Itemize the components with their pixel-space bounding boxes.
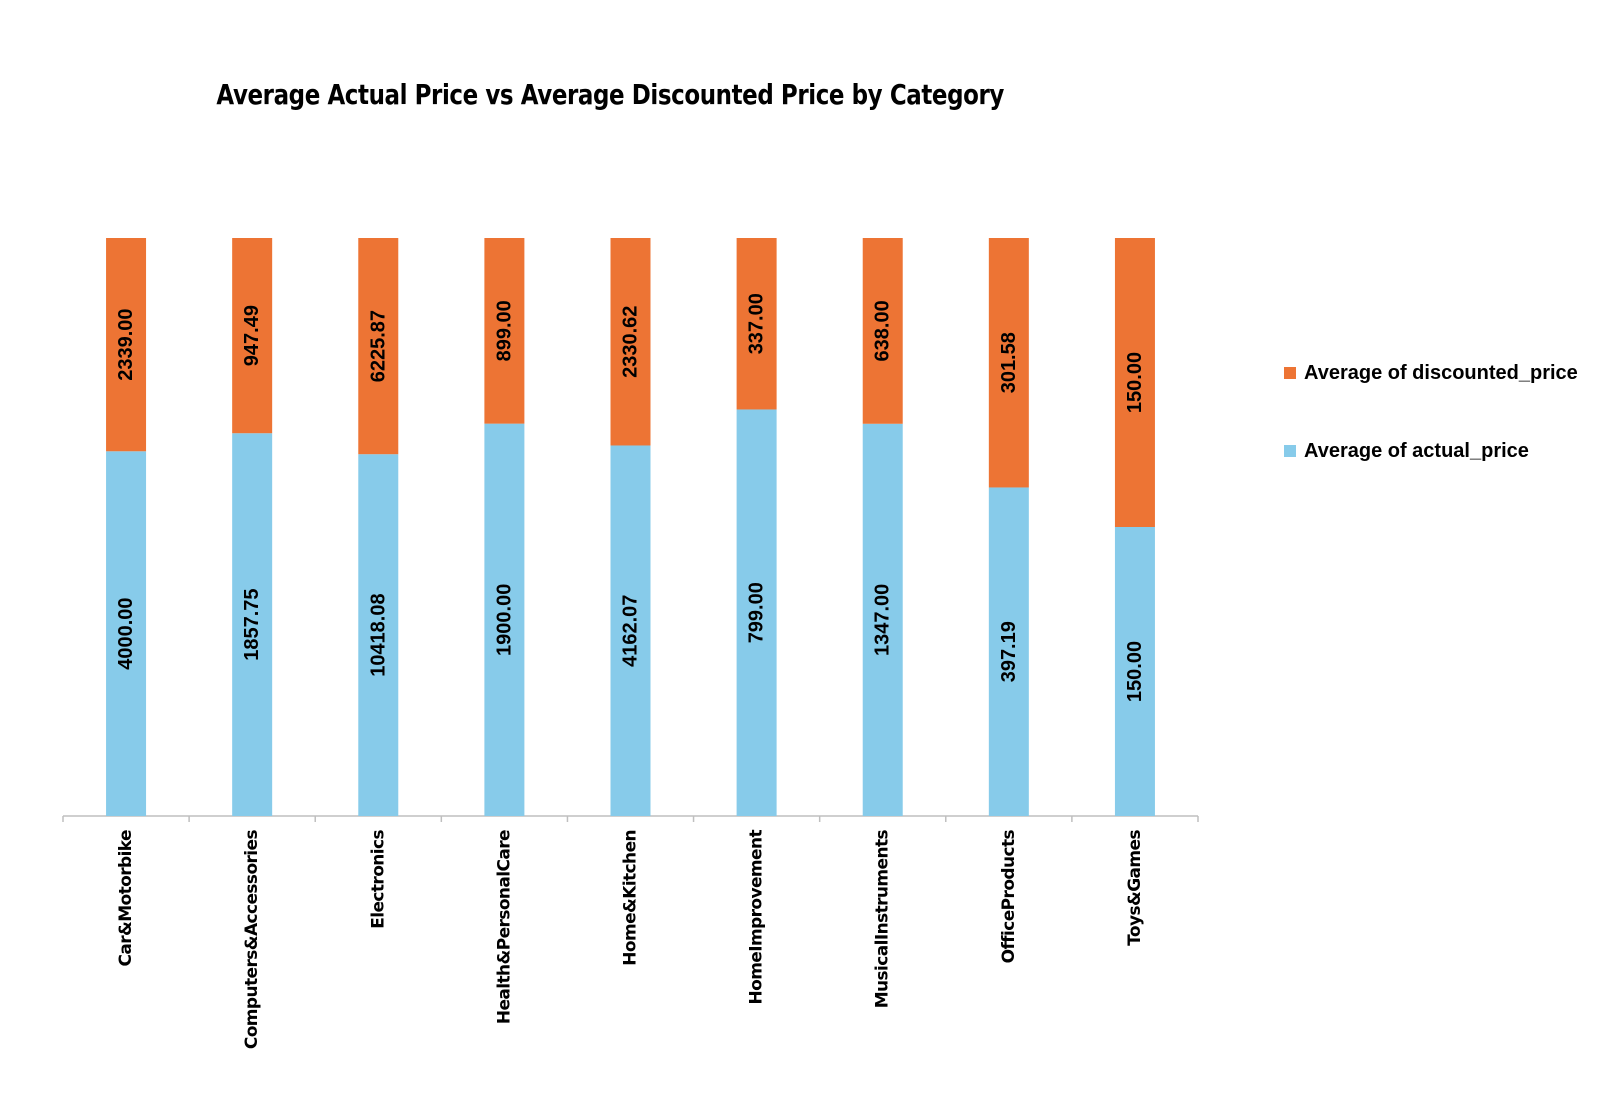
data-label-actual-price: 4162.07 (620, 595, 642, 667)
data-label-actual-price: 1347.00 (872, 584, 894, 656)
bar-discounted-price (736, 238, 777, 410)
bar-discounted-price (106, 238, 147, 452)
bar-actual-price (736, 409, 777, 816)
data-label-discounted-price: 899.00 (493, 300, 515, 361)
x-tick-label: MusicalInstruments (873, 830, 893, 1009)
data-label-discounted-price: 947.49 (241, 305, 263, 366)
data-label-actual-price: 799.00 (746, 582, 768, 643)
data-label-discounted-price: 2339.00 (115, 308, 137, 380)
x-tick-label: Car&Motorbike (116, 830, 136, 967)
bar-actual-price (232, 433, 273, 816)
bar-actual-price (610, 445, 651, 816)
data-label-discounted-price: 6225.87 (367, 310, 389, 382)
bar-actual-price (484, 423, 525, 816)
bar-discounted-price (484, 238, 525, 424)
x-tick-label: Health&PersonalCare (494, 830, 514, 1024)
data-label-actual-price: 4000.00 (115, 597, 137, 669)
bar-actual-price (358, 454, 399, 816)
bar-actual-price (988, 487, 1029, 816)
bar-actual-price (862, 423, 903, 816)
data-label-actual-price: 397.19 (998, 621, 1020, 682)
bar-discounted-price (610, 238, 651, 446)
data-label-discounted-price: 638.00 (872, 300, 894, 361)
x-tick-label: HomeImprovement (747, 830, 767, 1005)
bar-discounted-price (862, 238, 903, 424)
bar-actual-price (1114, 527, 1155, 816)
data-label-discounted-price: 337.00 (746, 293, 768, 354)
bar-discounted-price (232, 238, 273, 434)
bar-actual-price (106, 451, 147, 816)
x-tick-label: Electronics (368, 830, 388, 929)
data-label-discounted-price: 150.00 (1124, 352, 1146, 413)
data-label-discounted-price: 301.58 (998, 332, 1020, 393)
data-label-actual-price: 150.00 (1124, 641, 1146, 702)
legend-item-actual: Average of actual_price (1284, 437, 1578, 465)
bar-discounted-price (1114, 238, 1155, 527)
legend: Average of discounted_price Average of a… (1284, 359, 1578, 515)
legend-item-discounted: Average of discounted_price (1284, 359, 1578, 387)
legend-swatch-actual (1284, 445, 1296, 457)
x-tick-label: Home&Kitchen (621, 830, 641, 966)
data-label-discounted-price: 2330.62 (620, 306, 642, 378)
x-tick-label: Toys&Games (1125, 830, 1145, 946)
legend-label-discounted: Average of discounted_price (1304, 361, 1578, 384)
bar-discounted-price (358, 238, 399, 455)
data-label-actual-price: 10418.08 (367, 593, 389, 676)
x-tick-label: Computers&Accessories (242, 830, 262, 1050)
chart-title: Average Actual Price vs Average Discount… (216, 78, 1004, 111)
bar-discounted-price (988, 238, 1029, 488)
legend-swatch-discounted (1284, 367, 1296, 379)
x-tick-label: OfficeProducts (999, 830, 1019, 964)
legend-label-actual: Average of actual_price (1304, 439, 1529, 462)
data-label-actual-price: 1900.00 (493, 584, 515, 656)
data-label-actual-price: 1857.75 (241, 588, 263, 660)
